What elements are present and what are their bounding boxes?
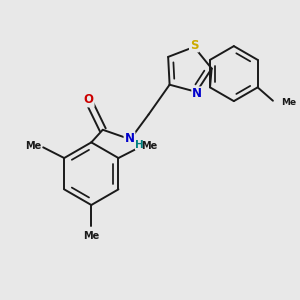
Text: Me: Me	[141, 141, 158, 151]
Text: Me: Me	[281, 98, 296, 107]
Text: Me: Me	[83, 231, 99, 241]
Text: Me: Me	[25, 141, 41, 151]
Text: O: O	[84, 94, 94, 106]
Text: N: N	[192, 87, 202, 100]
Text: S: S	[190, 38, 198, 52]
Text: H: H	[135, 140, 144, 150]
Text: N: N	[124, 132, 134, 145]
